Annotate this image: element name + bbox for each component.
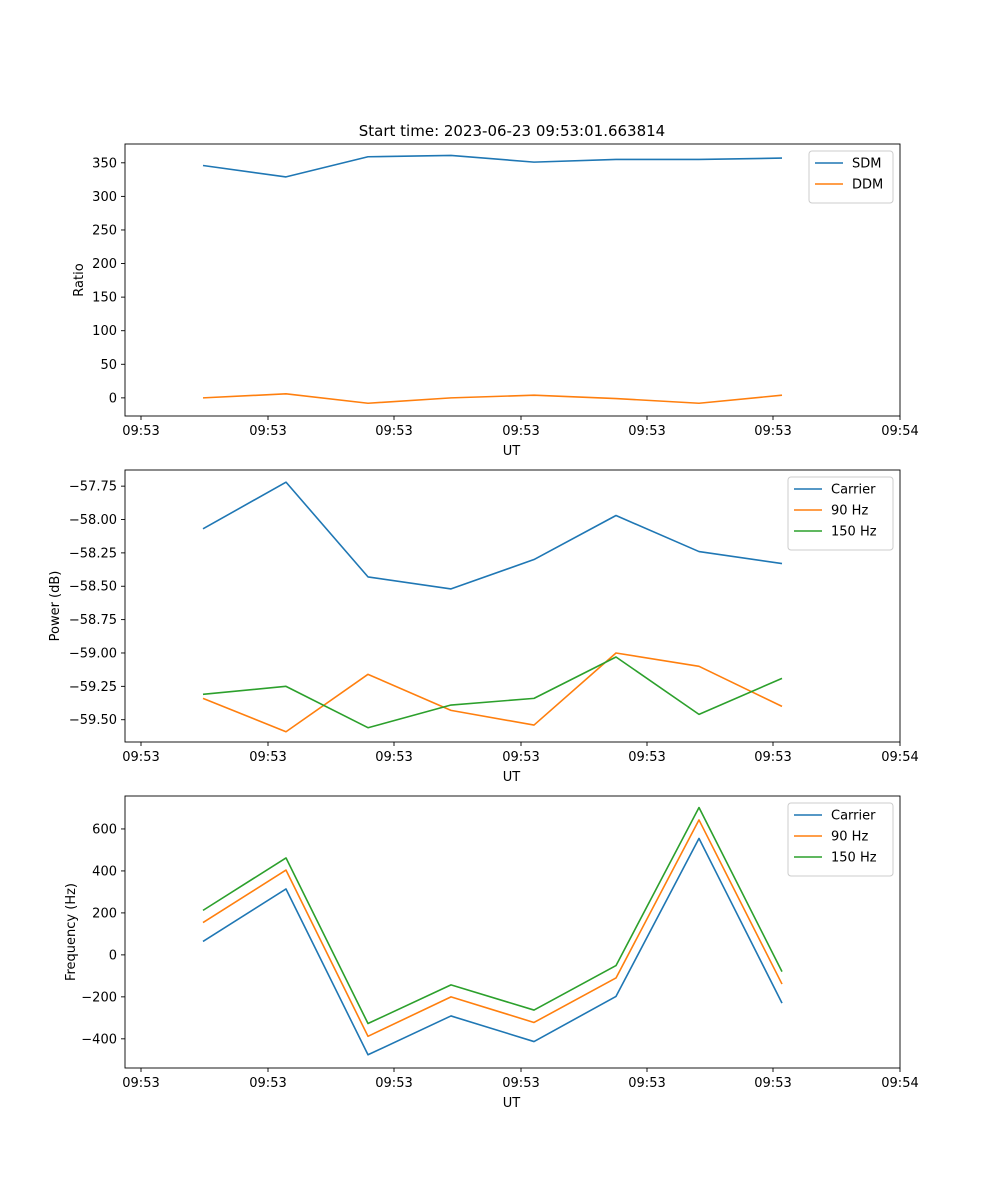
chart-panel-3: 09:53 09:53 09:53 09:53 09:53 09:53 09:54 UT −40… (64, 795, 919, 1111)
y-axis-label: Ratio (72, 263, 87, 296)
legend: Carrier 90 Hz 150 Hz (787, 476, 894, 551)
series-line-carrier (202, 481, 783, 590)
y-tick-label: 100 (92, 324, 117, 339)
x-tick-label: 09:53 (502, 424, 539, 439)
y-tick-label: 600 (92, 822, 117, 837)
y-tick-label: −58.00 (69, 513, 117, 528)
legend: SDM DDM (808, 150, 894, 204)
x-tick-label: 09:53 (628, 750, 665, 765)
legend-label: Carrier (831, 809, 876, 824)
x-tick-label: 09:53 (375, 1076, 412, 1091)
y-tick-label: 350 (92, 156, 117, 171)
axes-frame (124, 143, 901, 417)
axes-frame (124, 469, 901, 743)
chart-panel-2: 09:53 09:53 09:53 09:53 09:53 09:53 09:54 UT −57… (48, 469, 919, 785)
legend-box (808, 150, 894, 204)
figure-title: Start time: 2023-06-23 09:53:01.663814 (359, 122, 665, 140)
y-tick-label: 150 (92, 291, 117, 306)
x-tick-label: 09:53 (122, 424, 159, 439)
series-line-150-hz (202, 806, 783, 1025)
legend-label: DDM (852, 178, 883, 193)
axes-frame (124, 795, 901, 1069)
y-axis-label: Power (dB) (48, 571, 63, 642)
x-axis-label: UT (503, 770, 521, 785)
x-tick-label: 09:53 (754, 750, 791, 765)
x-tick-label: 09:54 (881, 750, 918, 765)
y-tick-label: 300 (92, 190, 117, 205)
y-axis-label: Frequency (Hz) (64, 883, 79, 981)
x-tick-label: 09:54 (881, 1076, 918, 1091)
y-tick-label: −59.50 (69, 713, 117, 728)
y-tick-label: −59.25 (69, 680, 117, 695)
y-tick-label: −58.50 (69, 580, 117, 595)
legend: Carrier 90 Hz 150 Hz (787, 802, 894, 877)
series-line-ddm (202, 393, 783, 405)
y-tick-label: 0 (109, 948, 117, 963)
legend-label: 150 Hz (831, 525, 877, 540)
chart-panel-1: 09:53 09:53 09:53 09:53 09:53 09:53 09:54 UT 0 50… (72, 143, 919, 459)
x-tick-label: 09:53 (754, 424, 791, 439)
x-tick-label: 09:53 (375, 424, 412, 439)
y-tick-label: −200 (81, 990, 117, 1005)
y-tick-label: 200 (92, 257, 117, 272)
y-tick-label: −59.00 (69, 646, 117, 661)
y-tick-label: 0 (109, 391, 117, 406)
legend-label: 90 Hz (831, 830, 868, 845)
y-tick-label: 400 (92, 864, 117, 879)
x-tick-label: 09:53 (249, 1076, 286, 1091)
y-tick-label: 200 (92, 906, 117, 921)
x-tick-label: 09:53 (375, 750, 412, 765)
y-tick-label: −58.75 (69, 613, 117, 628)
x-tick-label: 09:53 (249, 424, 286, 439)
y-tick-label: −57.75 (69, 480, 117, 495)
x-tick-label: 09:53 (502, 750, 539, 765)
x-tick-label: 09:53 (249, 750, 286, 765)
x-axis-label: UT (503, 1096, 521, 1111)
legend-label: Carrier (831, 483, 876, 498)
x-tick-label: 09:54 (881, 424, 918, 439)
y-tick-label: 250 (92, 223, 117, 238)
x-tick-label: 09:53 (122, 1076, 159, 1091)
legend-label: 90 Hz (831, 504, 868, 519)
series-line-150-hz (202, 656, 783, 729)
x-tick-label: 09:53 (628, 1076, 665, 1091)
series-line-90-hz (202, 819, 783, 1038)
x-axis-label: UT (503, 444, 521, 459)
x-tick-label: 09:53 (122, 750, 159, 765)
x-tick-label: 09:53 (502, 1076, 539, 1091)
y-tick-label: −400 (81, 1032, 117, 1047)
series-line-sdm (202, 154, 783, 178)
legend-label: 150 Hz (831, 851, 877, 866)
x-tick-label: 09:53 (628, 424, 665, 439)
y-tick-label: −58.25 (69, 546, 117, 561)
x-tick-label: 09:53 (754, 1076, 791, 1091)
legend-label: SDM (852, 157, 881, 172)
y-tick-label: 50 (100, 358, 117, 373)
series-line-carrier (202, 837, 783, 1056)
series-line-90-hz (202, 652, 783, 733)
